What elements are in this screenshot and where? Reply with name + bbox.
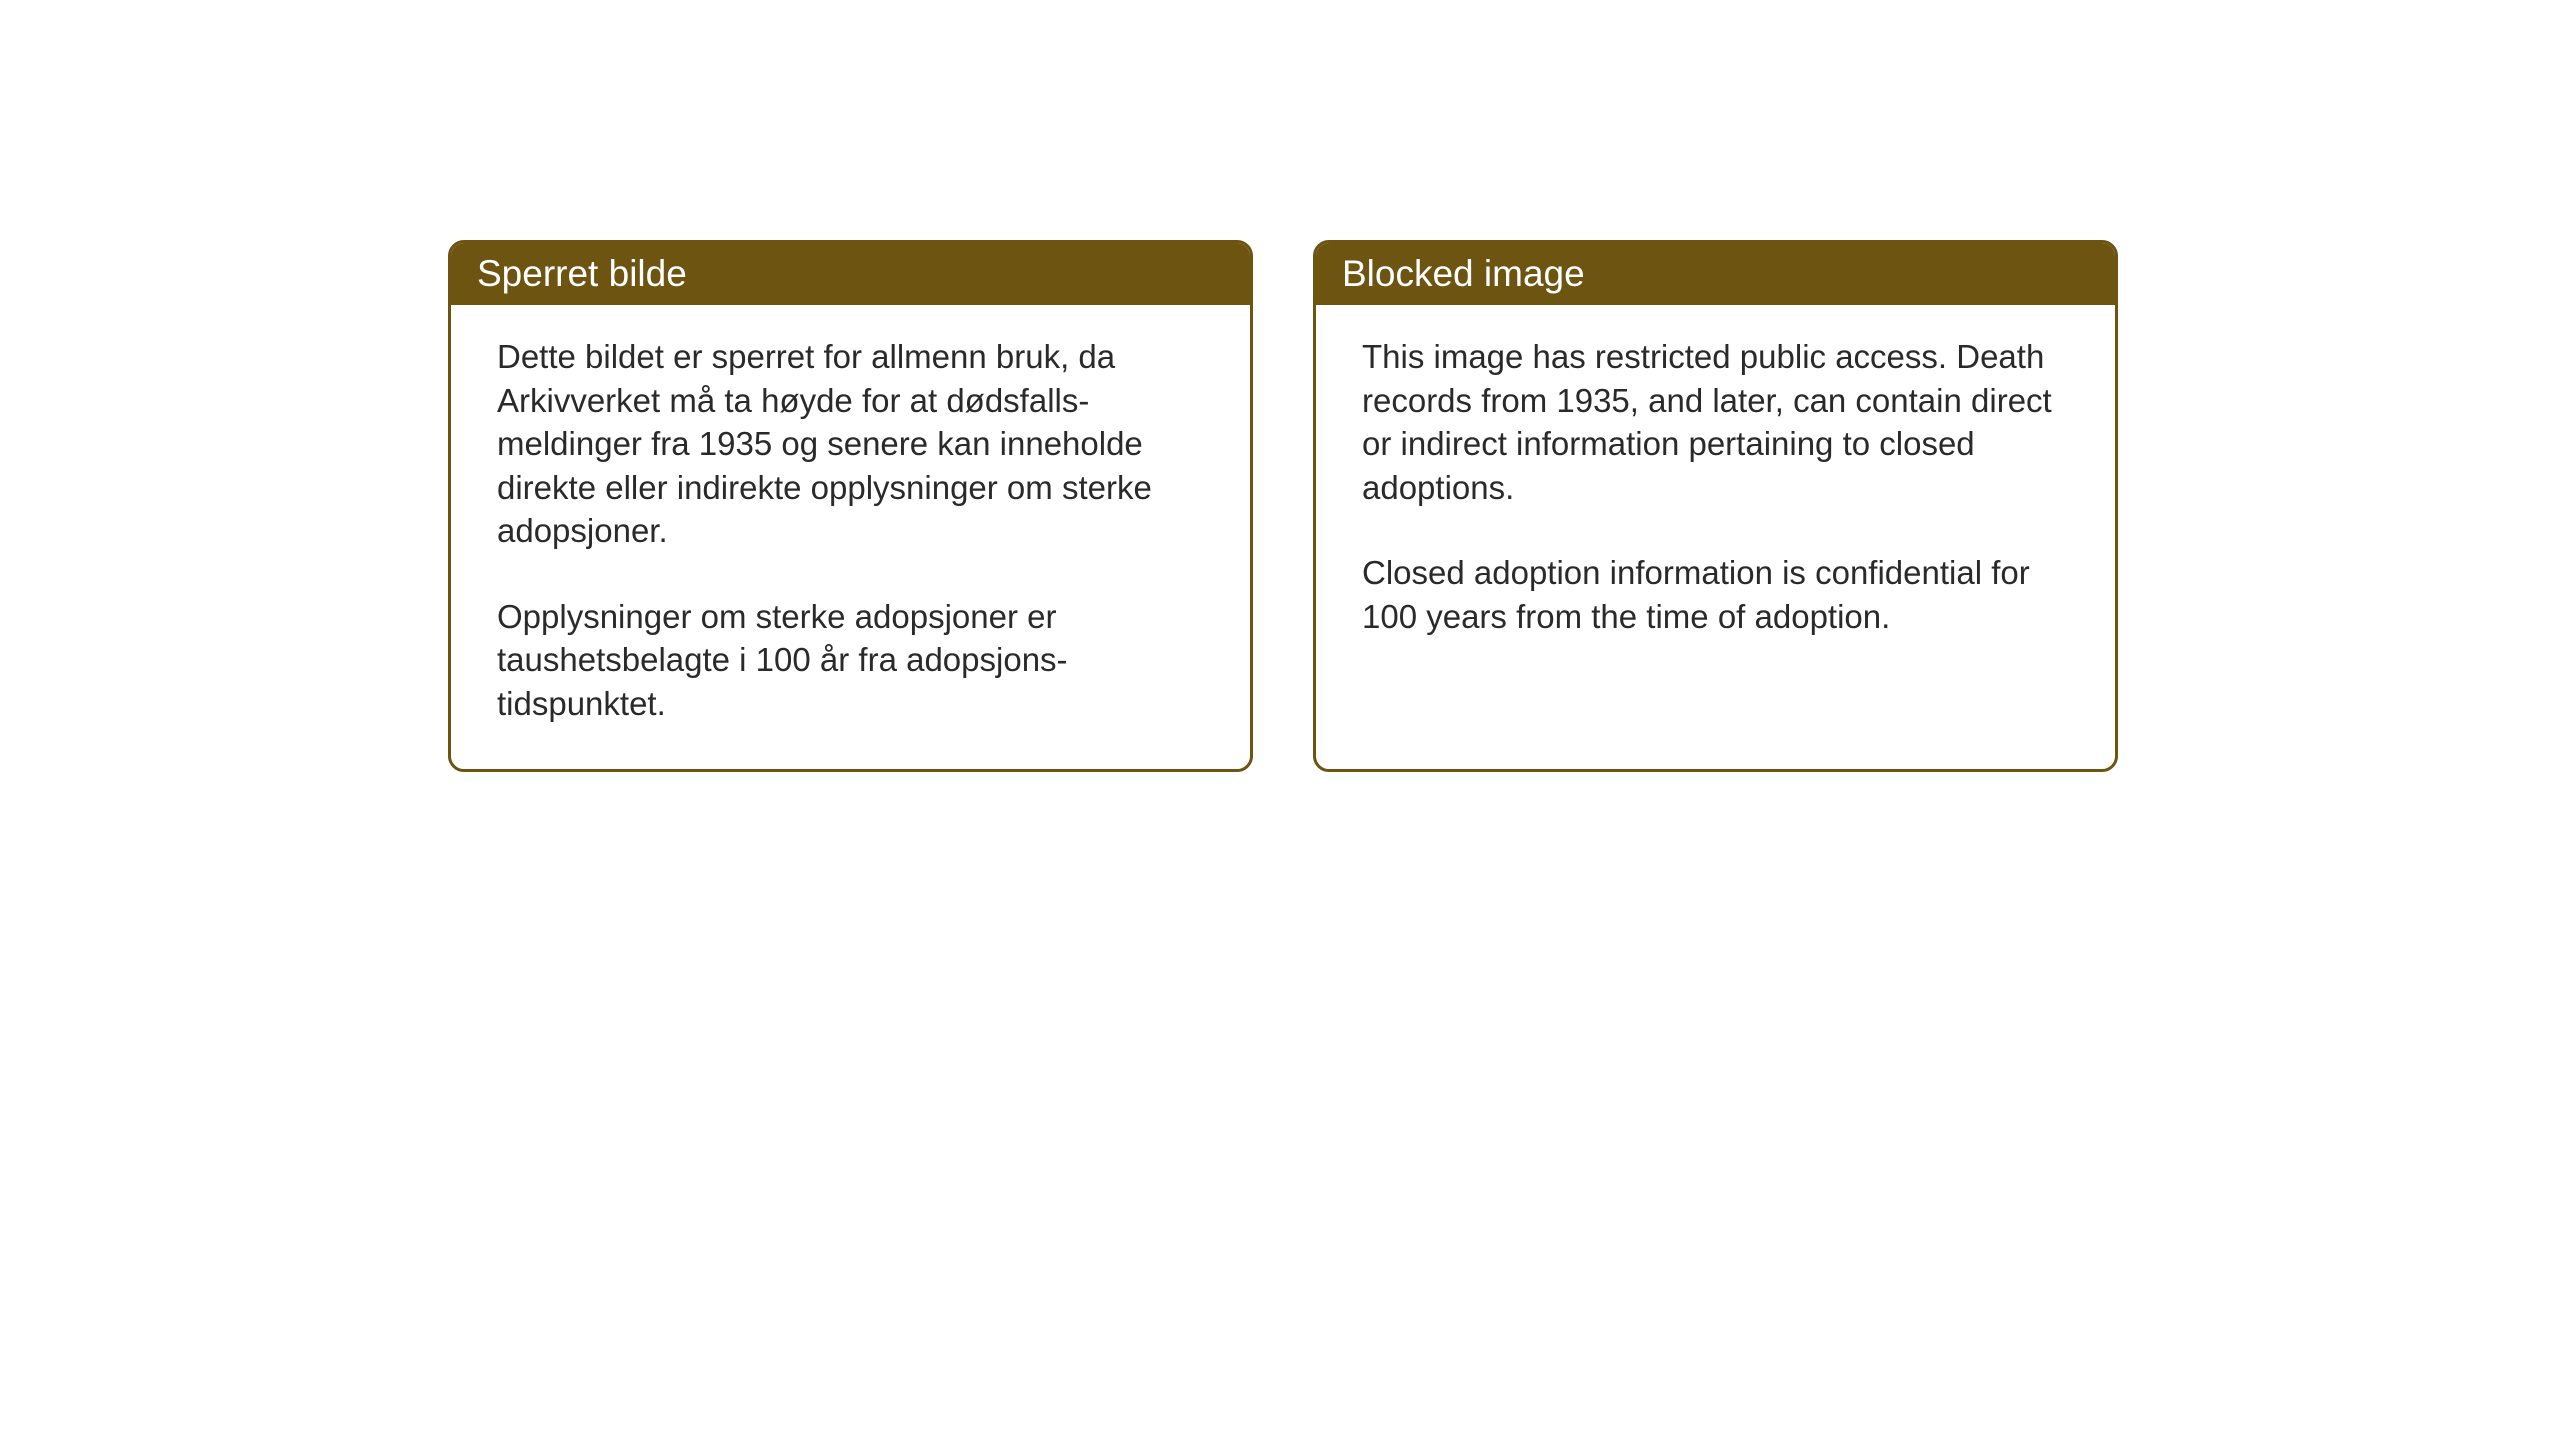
notice-title-english: Blocked image [1342,253,1585,294]
notice-paragraph-2-english: Closed adoption information is confident… [1362,551,2069,638]
notice-card-english: Blocked image This image has restricted … [1313,240,2118,772]
notice-paragraph-2-norwegian: Opplysninger om sterke adopsjoner er tau… [497,595,1204,726]
notice-paragraph-1-norwegian: Dette bildet er sperret for allmenn bruk… [497,335,1204,553]
notices-container: Sperret bilde Dette bildet er sperret fo… [448,240,2118,772]
notice-header-english: Blocked image [1316,243,2115,305]
notice-body-english: This image has restricted public access.… [1316,305,2115,682]
notice-paragraph-1-english: This image has restricted public access.… [1362,335,2069,509]
notice-card-norwegian: Sperret bilde Dette bildet er sperret fo… [448,240,1253,772]
notice-header-norwegian: Sperret bilde [451,243,1250,305]
notice-title-norwegian: Sperret bilde [477,253,687,294]
notice-body-norwegian: Dette bildet er sperret for allmenn bruk… [451,305,1250,769]
